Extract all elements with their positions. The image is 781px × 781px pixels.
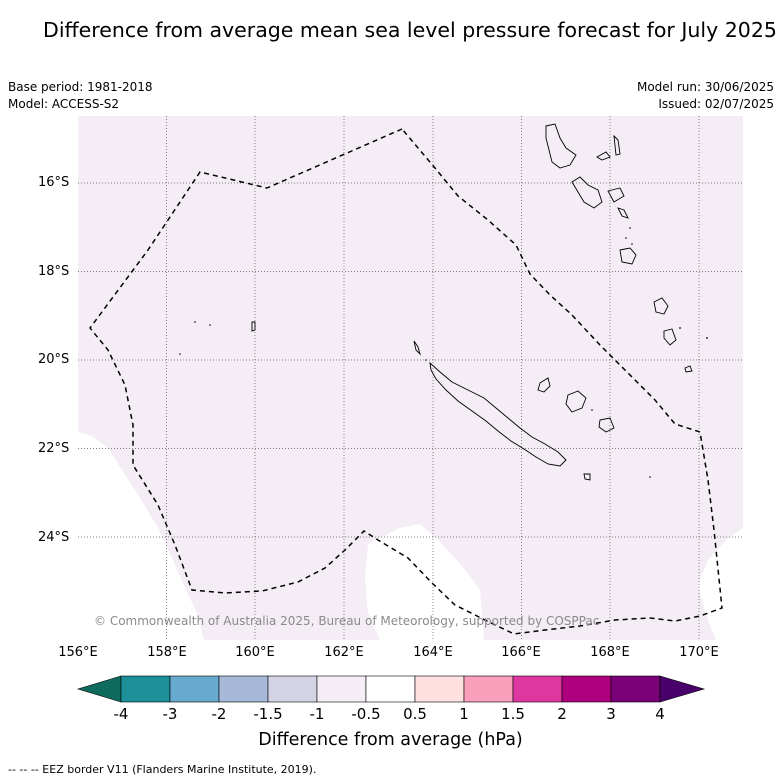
lifou: [565, 390, 587, 413]
graticule: [78, 116, 743, 640]
model-name: Model: ACCESS-S2: [8, 97, 120, 111]
lat-label-24s: 24°S: [38, 530, 70, 545]
vanuatu-espiritu-santo: [545, 123, 577, 169]
colorbar-swatch: [316, 675, 367, 703]
vanuatu-malo: [596, 151, 611, 161]
small-islets: [179, 227, 708, 478]
neutral-region-west: [78, 432, 204, 640]
vanuatu-pentecost: [607, 187, 625, 203]
colorbar-swatch: [267, 675, 318, 703]
vanuatu-epi: [617, 207, 629, 219]
vanuatu-erromango: [653, 297, 669, 315]
colorbar-tick: 0.5: [403, 705, 427, 723]
colorbar-tick: 1.5: [501, 705, 525, 723]
colorbar-extend-low: [76, 675, 122, 703]
lon-label-166e: 166°E: [501, 645, 541, 660]
lat-label-16s: 16°S: [38, 175, 70, 190]
lon-label-156e: 156°E: [58, 645, 98, 660]
coastlines: [251, 123, 693, 481]
eez-legend: -- -- -- EEZ border V11 (Flanders Marine…: [8, 763, 317, 776]
colorbar-tick: -1.5: [253, 705, 283, 723]
neutral-region-south: [365, 524, 484, 640]
colorbar-swatch: [218, 675, 269, 703]
colorbar-tick: -3: [162, 705, 178, 723]
base-period: Base period: 1981-2018: [8, 80, 153, 94]
chesterfield-islet: [251, 321, 256, 332]
lat-label-22s: 22°S: [38, 441, 70, 456]
colorbar-tick: -0.5: [351, 705, 381, 723]
lon-label-160e: 160°E: [235, 645, 275, 660]
vanuatu-tanna: [663, 328, 677, 346]
vanuatu-efate: [619, 247, 637, 265]
colorbar-tick: -1: [309, 705, 325, 723]
colorbar-swatch: [414, 675, 465, 703]
colorbar-swatch: [463, 675, 514, 703]
model-run: Model run: 30/06/2025: [636, 80, 774, 94]
colorbar-tick: 4: [655, 705, 665, 723]
colorbar-tick: -2: [211, 705, 227, 723]
lon-label-168e: 168°E: [590, 645, 630, 660]
matthew-island: [684, 365, 693, 373]
colorbar-tick: 1: [459, 705, 469, 723]
lon-label-170e: 170°E: [679, 645, 719, 660]
copyright-notice: © Commonwealth of Australia 2025, Bureau…: [94, 614, 600, 628]
lon-label-162e: 162°E: [324, 645, 364, 660]
lat-label-18s: 18°S: [38, 264, 70, 279]
colorbar-tick: 3: [606, 705, 616, 723]
vanuatu-malekula: [571, 176, 603, 209]
colorbar: [76, 675, 706, 703]
ouvea: [537, 377, 551, 393]
new-caledonia-coast: [429, 361, 567, 467]
meta-left: Base period: 1981-2018 Model: ACCESS-S2: [8, 79, 153, 113]
vanuatu-maewo: [613, 134, 621, 156]
issued-date: Issued: 02/07/2025: [658, 97, 774, 111]
colorbar-extend-high: [659, 675, 706, 703]
eez-border: [89, 128, 723, 635]
colorbar-swatch: [169, 675, 220, 703]
colorbar-swatch: [120, 675, 171, 703]
colorbar-swatch: [610, 675, 661, 703]
colorbar-swatch: [561, 675, 612, 703]
colorbar-tick: -4: [113, 705, 129, 723]
colorbar-swatch: [512, 675, 563, 703]
isle-of-pines: [583, 473, 591, 481]
lat-label-20s: 20°S: [38, 352, 70, 367]
map-area: [78, 116, 743, 640]
mare: [598, 417, 615, 433]
colorbar-label: Difference from average (hPa): [258, 730, 523, 750]
belep-islands: [413, 340, 421, 356]
colorbar-tick: 2: [557, 705, 567, 723]
meta-right: Model run: 30/06/2025 Issued: 02/07/2025: [637, 79, 774, 113]
colorbar-swatch: [365, 675, 416, 703]
lon-label-158e: 158°E: [147, 645, 187, 660]
map-title: Difference from average mean sea level p…: [43, 18, 777, 42]
neutral-region-east: [698, 528, 743, 640]
lon-label-164e: 164°E: [413, 645, 453, 660]
